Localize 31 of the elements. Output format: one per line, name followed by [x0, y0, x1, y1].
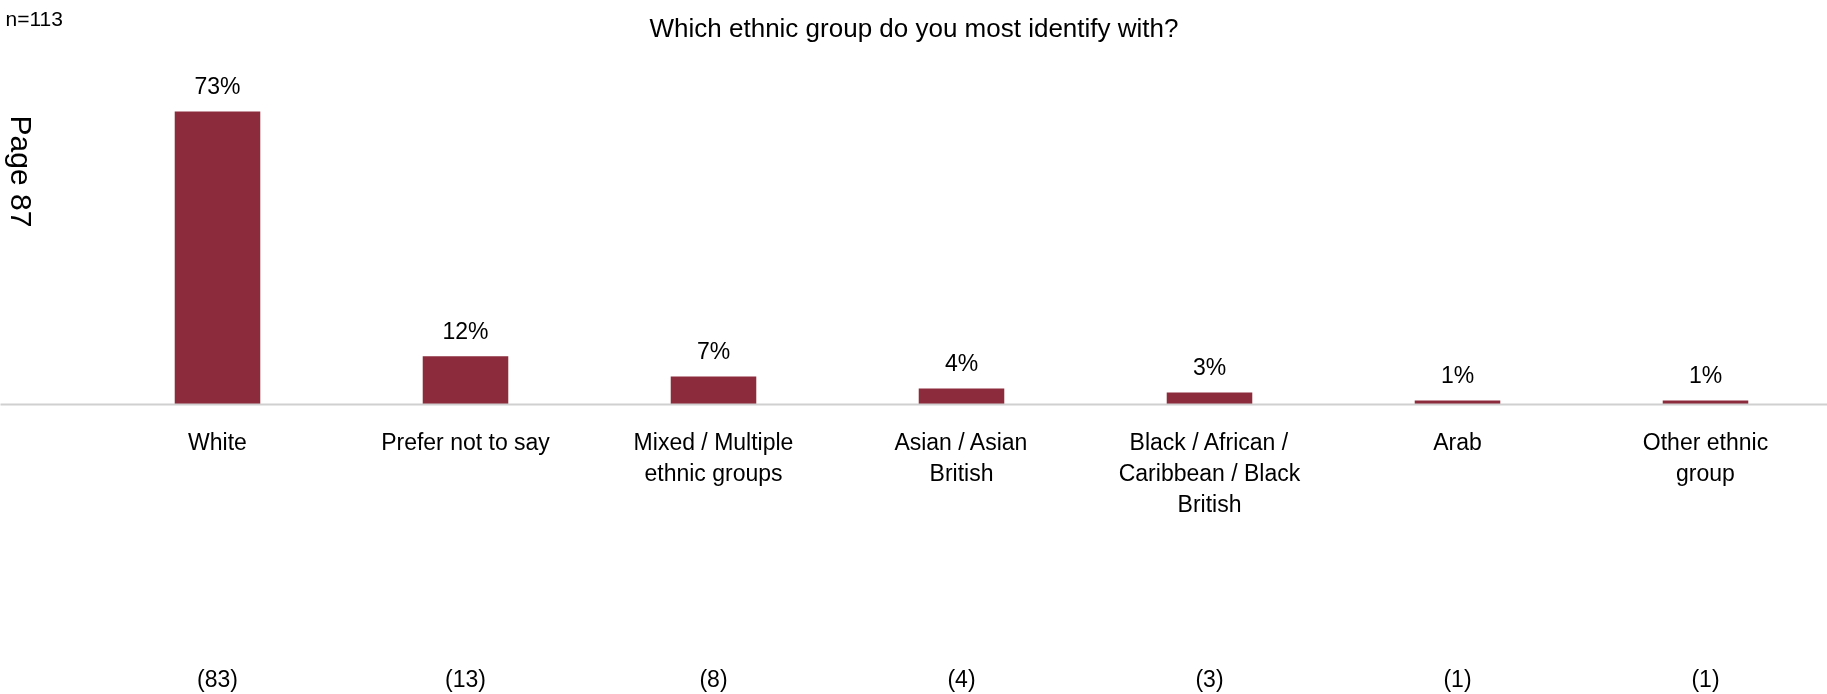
text: (13): [445, 665, 486, 692]
bar: [1414, 400, 1501, 405]
bar: [1166, 392, 1253, 405]
x-tick-label: Mixed / Multiple ethnic groups: [633, 428, 794, 486]
x-tick-label: Black / African / Caribbean / Black British: [1118, 428, 1301, 517]
text: (1): [1691, 665, 1720, 692]
data-label: 73%: [194, 73, 241, 100]
bar: [1662, 400, 1749, 405]
bar: [422, 356, 509, 405]
x-tick-label: Prefer not to say: [381, 428, 551, 455]
data-label: 1%: [1440, 362, 1475, 389]
data-label: 3%: [1192, 354, 1227, 381]
text: (3): [1195, 665, 1224, 692]
x-tick-label: Other ethnic group: [1642, 428, 1769, 486]
data-label: 1%: [1688, 362, 1723, 389]
annotation: Page 87: [4, 115, 38, 228]
chart-title: Which ethnic group do you most identify with?: [649, 12, 1179, 43]
text: (83): [197, 665, 238, 692]
data-label: 12%: [442, 318, 489, 345]
text: n=113: [5, 6, 63, 30]
data-label: 4%: [944, 350, 979, 377]
x-tick-label: Asian / Asian British: [894, 428, 1028, 486]
x-tick-label: Arab: [1433, 428, 1482, 455]
bar: [174, 111, 261, 405]
text: (4): [947, 665, 976, 692]
text: (1): [1443, 665, 1472, 692]
bar: [670, 376, 757, 405]
text: (8): [699, 665, 728, 692]
x-tick-label: White: [188, 428, 247, 455]
data-label: 7%: [696, 338, 731, 365]
bar: [918, 388, 1005, 405]
